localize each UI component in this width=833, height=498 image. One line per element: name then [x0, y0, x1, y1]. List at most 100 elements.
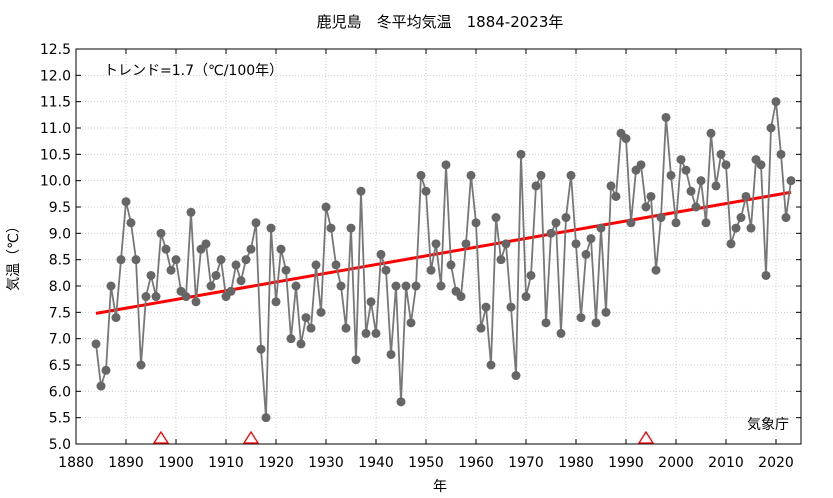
data-point	[641, 202, 651, 212]
axis-ticks: 5.0 5.5 6.0 6.5 7.0 7.5 8.0 8.5 9.0 9.5 10.0 10.5 11…	[40, 42, 801, 471]
data-point	[341, 323, 351, 333]
data-point	[396, 397, 406, 407]
data-point	[696, 176, 706, 186]
data-point	[371, 328, 381, 338]
data-point	[101, 365, 111, 375]
x-tick-label: 1970	[508, 455, 544, 471]
data-point	[271, 297, 281, 307]
data-point	[736, 213, 746, 223]
data-point	[731, 223, 741, 233]
data-point	[111, 313, 121, 323]
data-point	[296, 339, 306, 349]
data-point	[711, 181, 721, 191]
y-tick-label: 10.0	[40, 174, 71, 190]
data-point	[301, 313, 311, 323]
data-point	[761, 270, 771, 280]
x-tick-label: 1930	[308, 455, 344, 471]
data-point	[346, 223, 356, 233]
data-point	[596, 223, 606, 233]
x-tick-label: 1940	[358, 455, 394, 471]
data-point	[156, 228, 166, 238]
data-point	[151, 292, 161, 302]
data-point	[746, 223, 756, 233]
y-tick-label: 12.5	[40, 42, 71, 58]
y-tick-label: 8.5	[49, 253, 71, 269]
data-point	[536, 170, 546, 180]
data-point	[526, 270, 536, 280]
credit-label: 気象庁	[747, 417, 789, 433]
data-point	[661, 112, 671, 122]
relocation-marker	[242, 430, 260, 444]
series-group	[91, 97, 796, 423]
data-point	[366, 297, 376, 307]
data-point	[416, 170, 426, 180]
data-point	[551, 218, 561, 228]
data-point	[171, 255, 181, 265]
data-point	[106, 281, 116, 291]
data-point	[441, 160, 451, 170]
data-point	[91, 339, 101, 349]
x-tick-label: 2000	[658, 455, 694, 471]
data-point	[576, 313, 586, 323]
y-tick-label: 11.5	[40, 95, 71, 111]
y-tick-label: 9.5	[49, 200, 71, 216]
y-tick-label: 8.0	[49, 279, 71, 295]
data-point	[136, 360, 146, 370]
data-point	[186, 207, 196, 217]
data-point	[446, 260, 456, 270]
data-point	[461, 239, 471, 249]
data-point	[721, 160, 731, 170]
data-point	[211, 270, 221, 280]
data-point	[726, 239, 736, 249]
data-point	[311, 260, 321, 270]
data-point	[131, 255, 141, 265]
data-point	[306, 323, 316, 333]
data-point	[96, 381, 106, 391]
data-point	[506, 302, 516, 312]
data-point	[546, 228, 556, 238]
data-point	[216, 255, 226, 265]
relocation-marker	[152, 430, 170, 444]
data-point	[251, 218, 261, 228]
y-tick-label: 6.0	[49, 384, 71, 400]
data-point	[436, 281, 446, 291]
data-point	[476, 323, 486, 333]
data-point	[666, 170, 676, 180]
data-point	[776, 149, 786, 159]
data-point	[401, 281, 411, 291]
data-point	[291, 281, 301, 291]
data-point	[681, 165, 691, 175]
y-tick-label: 7.0	[49, 332, 71, 348]
data-point	[646, 191, 656, 201]
data-point	[116, 255, 126, 265]
data-point	[121, 197, 131, 207]
data-point	[516, 149, 526, 159]
data-point	[771, 97, 781, 107]
y-tick-label: 5.0	[49, 437, 71, 453]
data-point	[281, 265, 291, 275]
data-point	[386, 349, 396, 359]
data-point	[181, 292, 191, 302]
data-point	[591, 318, 601, 328]
data-point	[326, 223, 336, 233]
data-point	[766, 123, 776, 133]
data-point	[336, 281, 346, 291]
data-point	[571, 239, 581, 249]
data-point	[331, 260, 341, 270]
data-point	[486, 360, 496, 370]
data-point	[356, 186, 366, 196]
data-point	[716, 149, 726, 159]
data-point	[256, 344, 266, 354]
y-tick-label: 5.5	[49, 411, 71, 427]
data-point	[581, 249, 591, 259]
data-point	[606, 181, 616, 191]
x-tick-label: 1960	[458, 455, 494, 471]
data-point	[686, 186, 696, 196]
data-point	[406, 318, 416, 328]
data-point	[246, 244, 256, 254]
data-point	[626, 218, 636, 228]
x-tick-label: 1890	[108, 455, 144, 471]
data-point	[431, 239, 441, 249]
data-point	[201, 239, 211, 249]
